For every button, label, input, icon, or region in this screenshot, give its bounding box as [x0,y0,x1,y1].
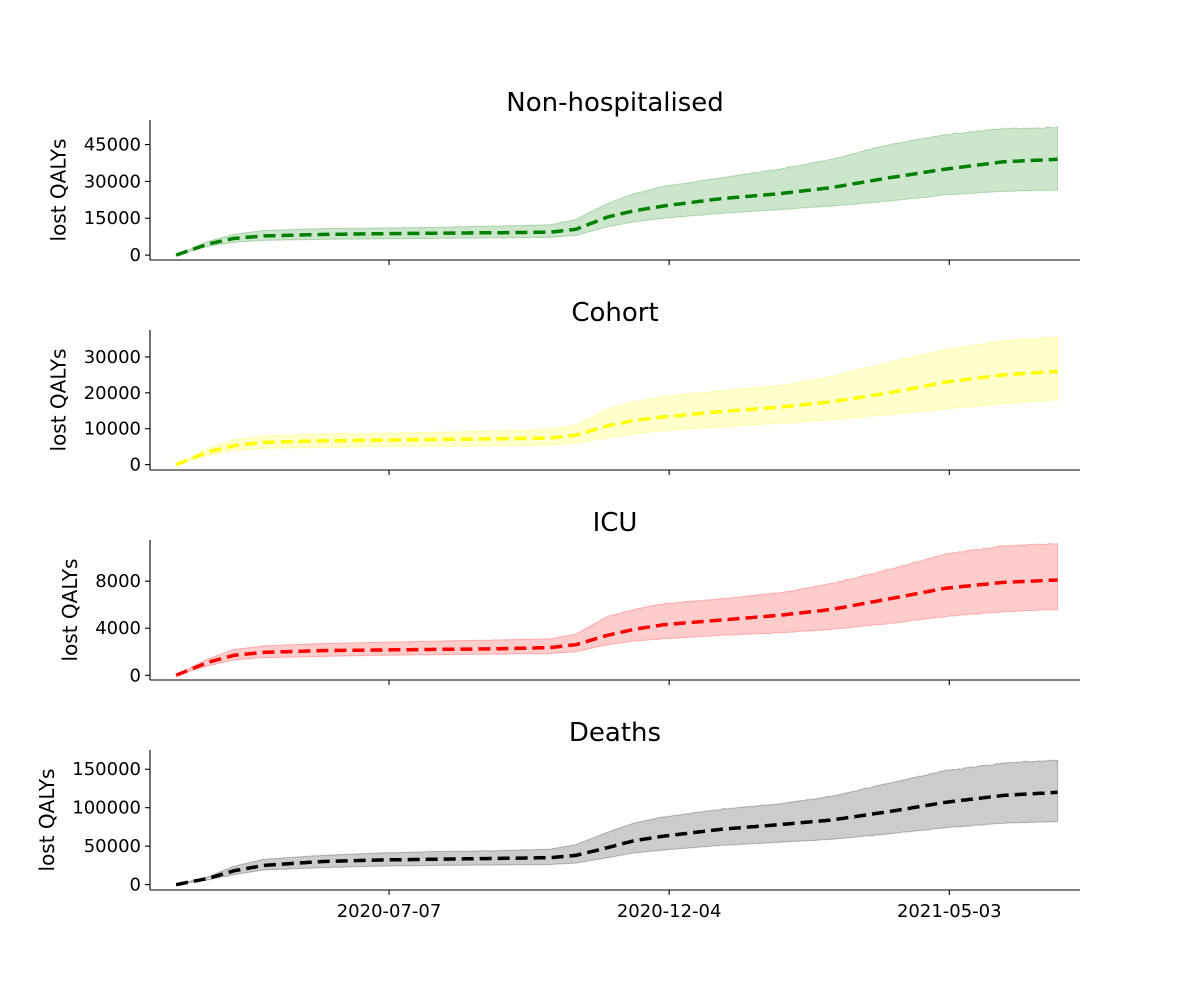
mean-line-0 [175,157,1058,257]
y-tick-label: 0 [130,665,141,686]
y-tick-label: 30000 [84,347,141,368]
mean-line-3 [175,790,1058,887]
x-tick-label: 2020-12-04 [617,901,722,922]
y-tick-label: 15000 [84,208,141,229]
mean-line-1 [175,369,1058,467]
confidence-band-1 [175,335,1059,466]
confidence-band-3 [175,759,1059,886]
y-tick-label: 45000 [84,135,141,156]
x-tick-label: 2020-07-07 [337,901,442,922]
y-axis-label: lost QALYs [35,769,59,872]
confidence-band-2 [175,542,1059,676]
y-tick-label: 30000 [84,171,141,192]
y-tick-label: 50000 [84,836,141,857]
confidence-band-0 [175,126,1059,256]
y-axis-label: lost QALYs [47,139,71,242]
chart-title: Cohort [571,298,658,328]
y-tick-label: 100000 [72,798,141,819]
y-tick-label: 4000 [95,618,141,639]
y-tick-label: 0 [130,455,141,476]
y-tick-label: 10000 [84,419,141,440]
y-tick-label: 0 [130,245,141,266]
y-tick-label: 0 [130,875,141,896]
y-axis-label: lost QALYs [47,349,71,452]
chart-title: Non-hospitalised [506,88,724,118]
y-tick-label: 8000 [95,571,141,592]
y-tick-label: 150000 [72,759,141,780]
y-axis-label: lost QALYs [58,559,82,662]
mean-line-2 [175,578,1058,677]
y-tick-label: 20000 [84,383,141,404]
chart-title: ICU [593,508,638,538]
chart-title: Deaths [569,718,661,748]
x-tick-label: 2021-05-03 [897,901,1002,922]
